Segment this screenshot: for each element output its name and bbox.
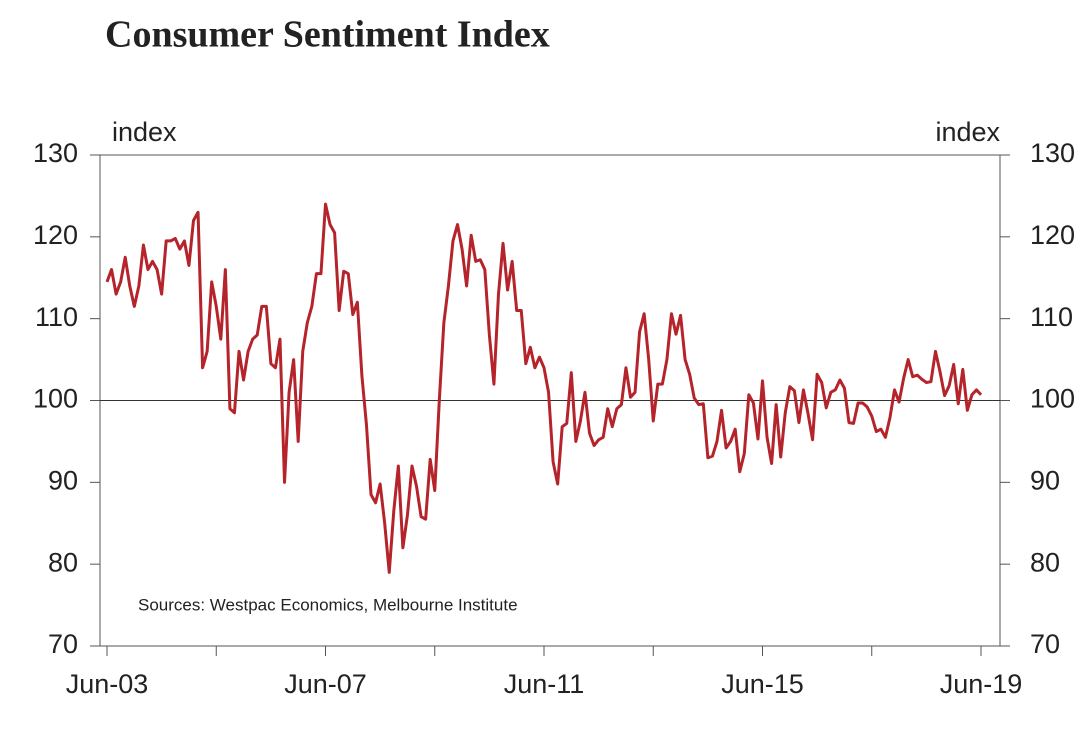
x-tick-label: Jun-03 <box>66 669 149 699</box>
x-tick-label: Jun-19 <box>940 669 1023 699</box>
y-tick-label: 90 <box>48 465 78 495</box>
y2-tick-label: 100 <box>1030 384 1075 414</box>
y-tick-label: 80 <box>48 547 78 577</box>
x-tick-label: Jun-15 <box>721 669 804 699</box>
y2-tick-label: 120 <box>1030 220 1075 250</box>
data-line <box>105 202 983 574</box>
x-tick-label: Jun-11 <box>504 669 585 699</box>
y2-tick-label: 130 <box>1030 138 1075 168</box>
y2-tick-label: 90 <box>1030 465 1060 495</box>
y2-tick-label: 80 <box>1030 547 1060 577</box>
y2-tick-label: 70 <box>1030 629 1060 659</box>
chart-title: Consumer Sentiment Index <box>105 14 550 56</box>
y-tick-label: 110 <box>35 302 78 332</box>
y2-axis-label: index <box>935 117 1000 147</box>
y-tick-label: 70 <box>48 629 78 659</box>
y-tick-label: 100 <box>33 384 78 414</box>
y-axis-label: index <box>112 117 177 147</box>
source-note: Sources: Westpac Economics, Melbourne In… <box>138 595 518 614</box>
y2-tick-label: 110 <box>1030 302 1073 332</box>
y-tick-label: 130 <box>33 138 78 168</box>
y-tick-label: 120 <box>33 220 78 250</box>
x-tick-label: Jun-07 <box>284 669 367 699</box>
